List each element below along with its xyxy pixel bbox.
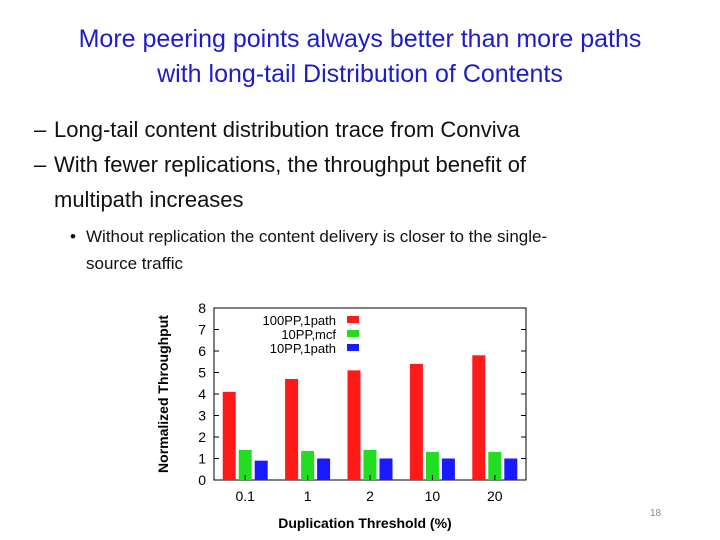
dash-bullet-icon: – xyxy=(34,117,47,142)
bar-100PP,1path-1 xyxy=(285,378,299,480)
y-tick-label: 3 xyxy=(198,408,206,424)
x-tick-label: 20 xyxy=(487,488,503,504)
y-tick-label: 0 xyxy=(198,472,206,488)
y-tick-label: 4 xyxy=(198,386,206,402)
x-tick-label: 0.1 xyxy=(235,488,255,504)
bar-100PP,1path-10 xyxy=(409,363,423,480)
y-tick-label: 1 xyxy=(198,451,206,467)
bar-10PP,1path-10 xyxy=(441,458,455,480)
x-tick-label: 2 xyxy=(366,488,374,504)
bullet-text-2-line-2: multipath increases xyxy=(54,187,244,212)
x-tick-label: 10 xyxy=(425,488,441,504)
slide-title: More peering points always better than m… xyxy=(0,22,720,92)
legend-label: 100PP,1path xyxy=(263,313,337,328)
bar-10PP,1path-0.1 xyxy=(254,460,268,480)
slide-number: 18 xyxy=(650,508,662,519)
throughput-chart: 0 1 2 3 4 5 6 7 8 0.1 1 2 10 20 100PP,1path 10PP,mcf 10P… xyxy=(150,296,530,540)
x-tick-label: 1 xyxy=(304,488,312,504)
bar-100PP,1path-20 xyxy=(472,355,486,480)
y-tick-label: 6 xyxy=(198,343,206,359)
legend-label: 10PP,1path xyxy=(270,341,336,356)
sub-bullet-text-line-1: Without replication the content delivery… xyxy=(86,227,548,246)
legend-label: 10PP,mcf xyxy=(281,327,336,342)
bullet-text-2-line-1: With fewer replications, the throughput … xyxy=(54,152,527,177)
legend-swatch xyxy=(347,330,359,337)
bullet-item-2: – With fewer replications, the throughpu… xyxy=(34,147,704,217)
dash-bullet-icon: – xyxy=(34,152,47,177)
sub-bullet-item: • Without replication the content delive… xyxy=(34,223,704,277)
bar-10PP,mcf-20 xyxy=(488,452,502,480)
bar-100PP,1path-2 xyxy=(347,370,361,480)
y-tick-label: 2 xyxy=(198,429,206,445)
bar-10PP,mcf-1 xyxy=(301,450,315,480)
y-tick-label: 5 xyxy=(198,365,206,381)
x-axis-label: Duplication Threshold (%) xyxy=(278,515,451,531)
bar-10PP,1path-20 xyxy=(504,458,518,480)
legend-swatch xyxy=(347,344,359,351)
bar-10PP,mcf-0.1 xyxy=(238,449,252,480)
bar-10PP,1path-2 xyxy=(379,458,393,480)
bar-100PP,1path-0.1 xyxy=(222,391,236,480)
sub-bullet-text-line-2: source traffic xyxy=(86,254,184,273)
bar-10PP,1path-1 xyxy=(317,458,331,480)
bullet-list: – Long-tail content distribution trace f… xyxy=(34,112,704,277)
slide-title-line-2: with long-tail Distribution of Contents xyxy=(157,60,563,88)
y-tick-label: 7 xyxy=(198,322,206,338)
y-axis-label: Normalized Throughput xyxy=(155,315,171,473)
slide-title-line-1: More peering points always better than m… xyxy=(78,25,642,53)
bar-10PP,mcf-2 xyxy=(363,449,377,480)
legend-swatch xyxy=(347,316,359,323)
y-tick-label: 8 xyxy=(198,300,206,316)
bullet-item-1: – Long-tail content distribution trace f… xyxy=(34,112,704,147)
dot-bullet-icon: • xyxy=(70,227,76,246)
bar-10PP,mcf-10 xyxy=(425,452,439,480)
bullet-text-1: Long-tail content distribution trace fro… xyxy=(54,117,520,142)
chart-svg: 0 1 2 3 4 5 6 7 8 0.1 1 2 10 20 100PP,1path10PP,mcf10P… xyxy=(155,300,527,531)
